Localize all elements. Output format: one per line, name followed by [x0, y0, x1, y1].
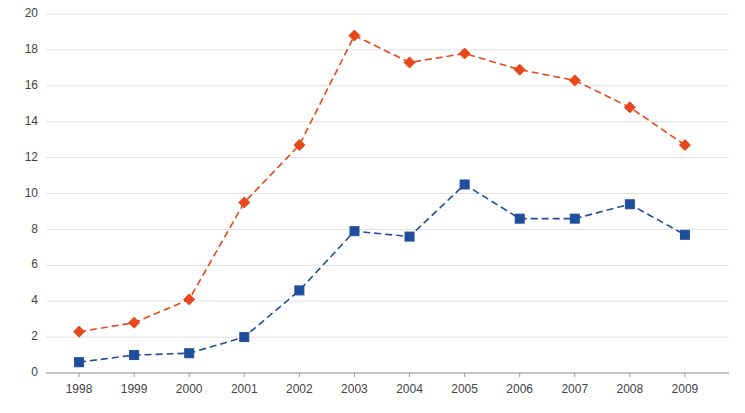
series-line: [79, 185, 685, 363]
y-tick-label: 16: [25, 78, 39, 92]
point: [349, 30, 360, 41]
x-tick-label: 2005: [451, 382, 478, 396]
point: [515, 214, 524, 223]
point: [129, 317, 140, 328]
x-tick-label: 2004: [396, 382, 423, 396]
x-tick-label: 2000: [176, 382, 203, 396]
chart-svg: 0 2 4 6 8 10 12 14 16 18 20 1998 1999 2000 2001 2002 200…: [0, 0, 745, 413]
grid-line: [46, 301, 729, 302]
y-tick-label: 6: [31, 257, 38, 271]
grid: [46, 14, 729, 373]
x-tick-label: 2008: [617, 382, 644, 396]
point: [74, 326, 85, 337]
x-tick-label: 2007: [561, 382, 588, 396]
x-tick: [189, 373, 190, 377]
chart-container: 0 2 4 6 8 10 12 14 16 18 20 1998 1999 2000 2001 2002 200…: [0, 0, 745, 413]
x-tick: [684, 373, 685, 377]
point: [569, 75, 580, 86]
point: [570, 214, 579, 223]
x-tick: [134, 373, 135, 377]
y-tick-label: 8: [31, 222, 38, 236]
y-tick-label: 14: [25, 114, 39, 128]
x-tick: [409, 373, 410, 377]
grid-line: [46, 193, 729, 194]
x-tick-label: 2002: [286, 382, 313, 396]
series-line: [79, 36, 685, 332]
grid-line: [46, 229, 729, 230]
point: [625, 200, 634, 209]
grid-line: [46, 157, 729, 158]
point: [130, 351, 139, 360]
grid-line: [46, 14, 729, 15]
x-axis-line: [46, 373, 729, 374]
point: [680, 230, 689, 239]
x-tick: [244, 373, 245, 377]
y-tick-label: 4: [31, 293, 38, 307]
x-tick-label: 1998: [66, 382, 93, 396]
point: [679, 140, 690, 151]
y-tick-label: 20: [25, 6, 39, 20]
point: [350, 227, 359, 236]
point: [239, 197, 250, 208]
point: [295, 286, 304, 295]
x-tick: [299, 373, 300, 377]
y-tick-label: 18: [25, 42, 39, 56]
x-tick-label: 2001: [231, 382, 258, 396]
point: [405, 232, 414, 241]
x-tick: [79, 373, 80, 377]
grid-line: [46, 49, 729, 50]
point: [460, 180, 469, 189]
point: [75, 358, 84, 367]
point: [514, 64, 525, 75]
y-tick-label: 2: [31, 329, 38, 343]
point: [404, 57, 415, 68]
y-tick-label: 0: [31, 365, 38, 379]
x-tick: [464, 373, 465, 377]
point: [459, 48, 470, 59]
x-tick-label: 2003: [341, 382, 368, 396]
point: [240, 333, 249, 342]
point: [624, 102, 635, 113]
grid-line: [46, 373, 729, 374]
grid-line: [46, 337, 729, 338]
grid-line: [46, 265, 729, 266]
x-tick: [354, 373, 355, 377]
y-axis: 0 2 4 6 8 10 12 14 16 18 20: [25, 6, 39, 379]
x-tick: [519, 373, 520, 377]
point: [185, 349, 194, 358]
x-tick-label: 2006: [506, 382, 533, 396]
point: [184, 294, 195, 305]
background: [0, 0, 745, 413]
y-tick-label: 10: [25, 186, 39, 200]
x-axis: 1998 1999 2000 2001 2002 2003 2004 2005 2006 2007…: [46, 373, 729, 396]
x-tick-label: 1999: [121, 382, 148, 396]
x-tick: [574, 373, 575, 377]
x-tick-label: 2009: [672, 382, 699, 396]
grid-line: [46, 85, 729, 86]
plot-area: [74, 30, 691, 367]
x-tick: [629, 373, 630, 377]
point: [294, 140, 305, 151]
grid-line: [46, 121, 729, 122]
y-tick-label: 12: [25, 150, 39, 164]
